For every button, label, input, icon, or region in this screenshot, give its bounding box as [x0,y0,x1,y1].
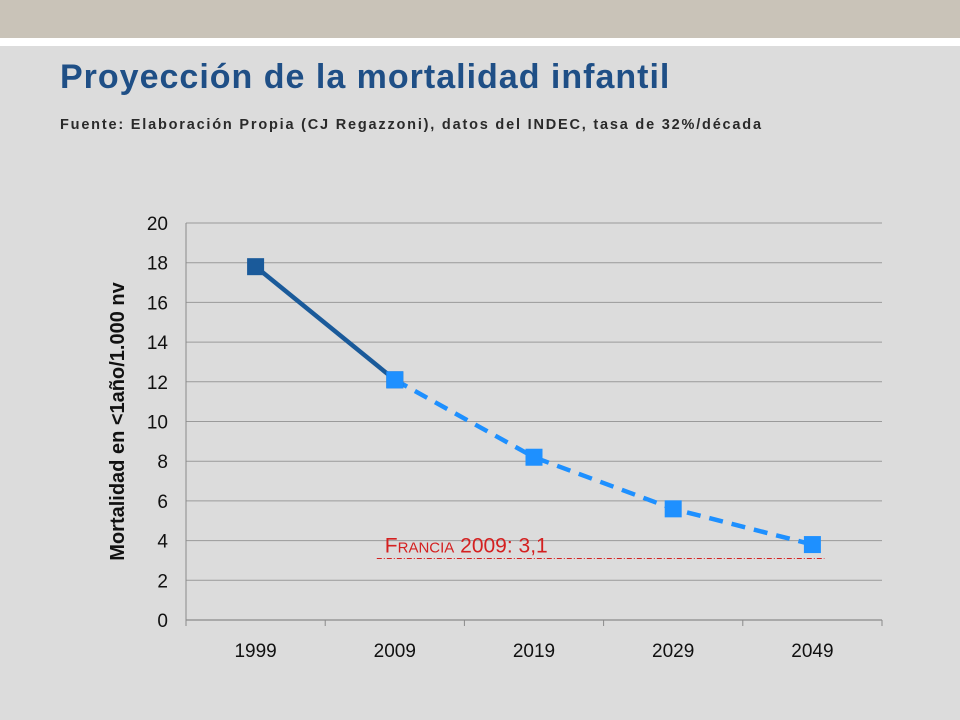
x-tick-label-2009: 2009 [374,641,416,662]
x-tick-label-2029: 2029 [652,641,694,662]
x-tick-label-2049: 2049 [791,641,833,662]
marker-dashed-2019 [525,448,543,466]
slide-subtitle: Fuente: Elaboración Propia (CJ Regazzoni… [60,117,763,133]
y-tick-label-6: 6 [157,492,168,513]
x-tick-label-1999: 1999 [234,641,276,662]
y-tick-label-12: 12 [147,373,168,394]
y-tick-label-14: 14 [147,333,169,354]
y-tick-label-16: 16 [147,293,168,314]
axis-layer [185,223,883,626]
x-tick-label-2019: 2019 [513,641,555,662]
y-tick-label-8: 8 [157,452,168,473]
marker-dashed-2009 [386,371,404,389]
y-tick-label-0: 0 [157,611,168,632]
top-rule [0,38,960,46]
series-dashed-line [393,377,813,547]
y-axis-label: Mortalidad en <1año/1.000 nv [107,281,129,560]
label-layer: 0 2 4 6 8 10 12 14 16 18 20 1999 2009 2019 2029 2049 Mor… [107,214,834,662]
y-tick-label-4: 4 [157,532,168,553]
marker-solid-1999 [247,258,265,276]
marker-dashed-2029 [664,500,682,518]
marker-dashed-2049 [803,536,821,554]
y-tick-label-20: 20 [147,214,168,235]
series-solid-line [254,264,397,382]
y-tick-label-18: 18 [147,254,168,275]
top-band [0,0,960,38]
slide-title: Proyección de la mortalidad infantil [60,58,671,96]
grid-layer [186,222,882,581]
reference-label: FRANCIA 2009: 3,1 [385,534,548,557]
reference-layer: FRANCIA 2009: 3,1 [376,534,825,559]
y-tick-label-2: 2 [157,571,168,592]
y-tick-label-10: 10 [147,413,168,434]
series-layer [247,258,821,554]
